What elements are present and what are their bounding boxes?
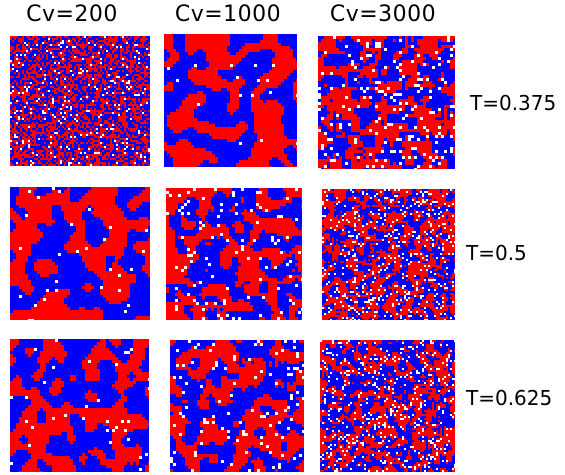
row-label-t0625: T=0.625	[466, 386, 553, 410]
panel-cv3000-t05	[322, 189, 455, 320]
panel-cv3000-t0625	[320, 340, 455, 472]
column-label-cv3000: Cv=3000	[329, 2, 437, 27]
column-label-cv200: Cv=200	[26, 2, 118, 27]
panel-cv200-t05	[10, 187, 150, 320]
column-label-cv1000: Cv=1000	[174, 2, 282, 27]
row-label-t0375: T=0.375	[470, 91, 557, 115]
row-label-t05: T=0.5	[466, 241, 527, 265]
panel-cv200-t0375	[10, 36, 150, 166]
panel-cv3000-t0375	[318, 36, 455, 169]
panel-cv1000-t0375	[164, 34, 297, 167]
panel-cv200-t0625	[10, 339, 149, 472]
panel-cv1000-t05	[166, 188, 302, 320]
panel-cv1000-t0625	[170, 340, 304, 472]
